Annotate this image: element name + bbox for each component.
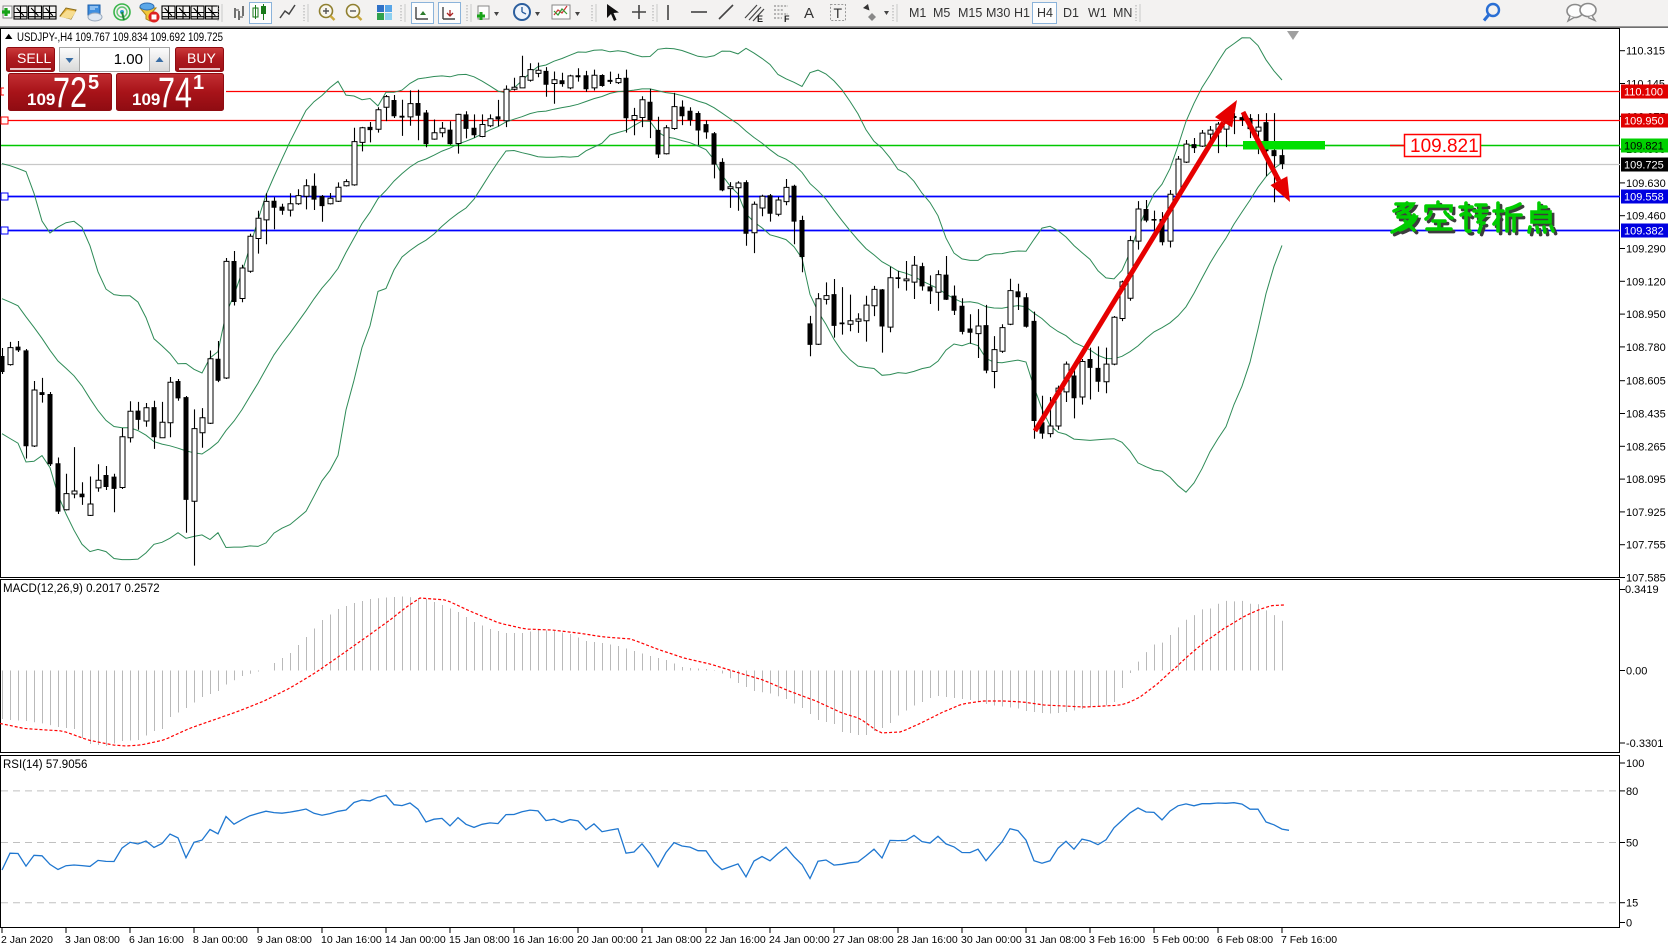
svg-text:M30: M30 [986,6,1010,20]
svg-text:27 Jan 08:00: 27 Jan 08:00 [833,934,894,946]
svg-text:D1: D1 [1063,6,1079,20]
svg-text:108.950: 108.950 [1626,309,1666,321]
svg-text:SELL: SELL [17,50,51,66]
svg-text:50: 50 [1626,838,1638,850]
svg-text:108.780: 108.780 [1626,342,1666,354]
svg-text:H1: H1 [1014,6,1030,20]
svg-text:108.265: 108.265 [1626,441,1666,453]
svg-text:H4: H4 [1037,6,1053,20]
svg-text:22 Jan 16:00: 22 Jan 16:00 [705,934,766,946]
svg-text:0.3419: 0.3419 [1625,584,1659,596]
svg-text:72: 72 [53,69,87,117]
svg-text:108.435: 108.435 [1626,409,1666,421]
svg-text:14 Jan 00:00: 14 Jan 00:00 [385,934,446,946]
svg-text:-0.3301: -0.3301 [1626,738,1663,750]
svg-text:108.095: 108.095 [1626,474,1666,486]
svg-text:109.460: 109.460 [1626,211,1666,223]
svg-text:USDJPY-,H4 109.767 109.834 10: USDJPY-,H4 109.767 109.834 109.692 109.7… [17,32,223,44]
svg-text:A: A [804,5,814,22]
svg-text:0.00: 0.00 [1626,666,1647,678]
svg-text:108.605: 108.605 [1626,376,1666,388]
svg-text:109.290: 109.290 [1626,244,1666,256]
svg-text:28 Jan 16:00: 28 Jan 16:00 [897,934,958,946]
svg-text:109.725: 109.725 [1624,160,1664,172]
svg-text:107.925: 107.925 [1626,507,1666,519]
svg-text:109: 109 [132,90,160,109]
svg-text:107.755: 107.755 [1626,540,1666,552]
svg-text:W1: W1 [1088,6,1107,20]
svg-text:1.00: 1.00 [114,51,143,68]
svg-text:BUY: BUY [187,50,216,66]
svg-text:109: 109 [27,90,55,109]
svg-text:109.630: 109.630 [1626,178,1666,190]
svg-text:3 Feb 16:00: 3 Feb 16:00 [1089,934,1145,946]
svg-text:7 Feb 16:00: 7 Feb 16:00 [1281,934,1337,946]
svg-text:F: F [784,14,790,24]
svg-text:M15: M15 [958,6,982,20]
svg-text:9 Jan 08:00: 9 Jan 08:00 [257,934,312,946]
svg-text:110.315: 110.315 [1626,46,1665,58]
svg-text:109.950: 109.950 [1624,116,1664,128]
svg-text:8 Jan 00:00: 8 Jan 00:00 [193,934,248,946]
svg-text:5 Feb 00:00: 5 Feb 00:00 [1153,934,1209,946]
svg-text:30 Jan 00:00: 30 Jan 00:00 [961,934,1022,946]
svg-text:109.120: 109.120 [1626,276,1666,288]
svg-text:3 Jan 08:00: 3 Jan 08:00 [65,934,120,946]
svg-text:31 Jan 08:00: 31 Jan 08:00 [1025,934,1086,946]
svg-text:MN: MN [1113,6,1132,20]
svg-text:0: 0 [1626,918,1632,930]
svg-text:24 Jan 00:00: 24 Jan 00:00 [769,934,830,946]
svg-text:16 Jan 16:00: 16 Jan 16:00 [513,934,574,946]
svg-text:6 Jan 16:00: 6 Jan 16:00 [129,934,184,946]
svg-text:M5: M5 [933,6,950,20]
svg-text:15 Jan 08:00: 15 Jan 08:00 [449,934,510,946]
svg-text:20 Jan 00:00: 20 Jan 00:00 [577,934,638,946]
svg-text:74: 74 [158,69,192,117]
svg-text:100: 100 [1626,758,1644,770]
svg-text:T: T [834,5,843,21]
svg-text:E: E [757,14,763,24]
svg-text:109.558: 109.558 [1624,192,1664,204]
svg-text:RSI(14) 57.9056: RSI(14) 57.9056 [3,759,87,771]
svg-text:109.382: 109.382 [1624,226,1664,238]
svg-text:109.821: 109.821 [1410,136,1479,157]
svg-text:MACD(12,26,9) 0.2017 0.2572: MACD(12,26,9) 0.2017 0.2572 [3,583,160,595]
svg-text:107.585: 107.585 [1626,573,1666,585]
svg-text:5: 5 [88,72,99,94]
svg-text:10 Jan 16:00: 10 Jan 16:00 [321,934,382,946]
svg-text:M1: M1 [909,6,926,20]
svg-text:15: 15 [1626,898,1638,910]
svg-text:1: 1 [193,72,204,94]
svg-text:2 Jan 2020: 2 Jan 2020 [1,934,53,946]
svg-text:109.821: 109.821 [1624,141,1664,153]
svg-text:80: 80 [1626,786,1638,798]
svg-text:110.100: 110.100 [1624,87,1663,99]
svg-text:6 Feb 08:00: 6 Feb 08:00 [1217,934,1273,946]
svg-text:21 Jan 08:00: 21 Jan 08:00 [641,934,702,946]
